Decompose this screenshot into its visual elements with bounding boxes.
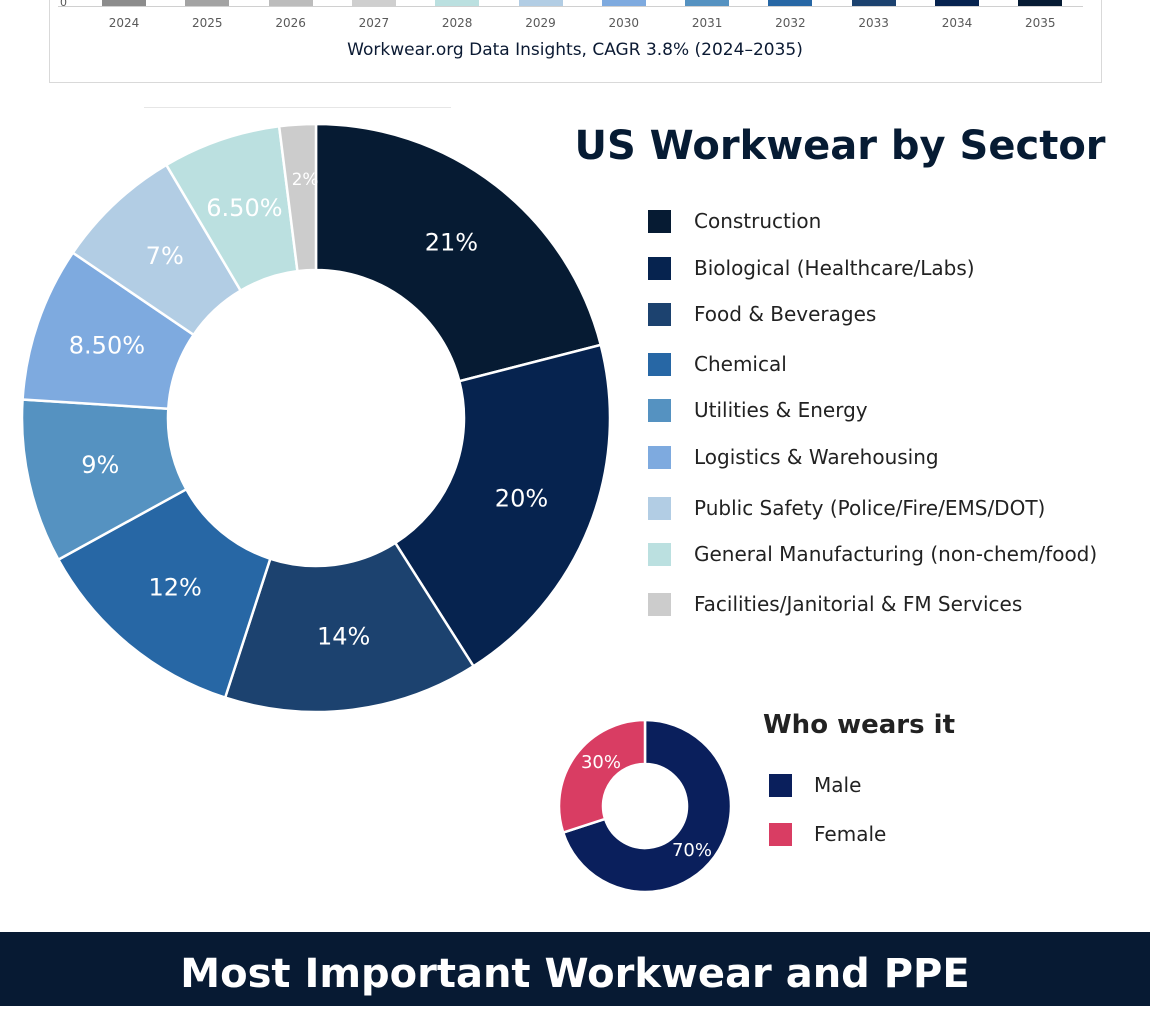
bar (102, 0, 146, 6)
legend-label: Male (814, 773, 862, 797)
legend-item: Male (769, 773, 861, 797)
donut-slice (223, 541, 476, 714)
bar-chart: 2024 2025 2026 2027 2028 2029 2030 2031 2032 2033… (0, 0, 1150, 40)
legend-item: Biological (Healthcare/Labs) (648, 256, 975, 280)
donut-slice (277, 122, 318, 273)
bar-chart-frame (49, 0, 1102, 83)
bar (518, 0, 563, 6)
bar (435, 0, 480, 6)
legend-label: Food & Beverages (694, 302, 877, 326)
legend-swatch (648, 256, 671, 280)
legend-label: Public Safety (Police/Fire/EMS/DOT) (694, 496, 1046, 520)
legend-swatch (648, 496, 671, 520)
gender-donut-chart: 70% 30% (557, 718, 733, 894)
legend-swatch (769, 773, 792, 797)
legend-swatch (648, 302, 671, 326)
x-tick-label: 2026 (275, 16, 306, 30)
legend-label: Logistics & Warehousing (694, 445, 939, 469)
gender-chart-title: Who wears it (763, 710, 955, 740)
sector-chart-title: US Workwear by Sector (574, 123, 1106, 169)
data-label: 2% (292, 169, 319, 189)
x-tick-label: 2034 (941, 16, 973, 30)
legend-label: Utilities & Energy (694, 398, 868, 422)
data-label: 70% (672, 840, 712, 861)
bar (601, 0, 646, 6)
legend-item: Public Safety (Police/Fire/EMS/DOT) (648, 496, 1045, 520)
data-label: 12% (148, 573, 201, 601)
donut-slice (393, 343, 612, 668)
x-tick-label: 2032 (775, 16, 806, 30)
legend-swatch (648, 445, 671, 469)
legend-item: Chemical (648, 352, 787, 376)
legend-swatch (648, 209, 671, 233)
sector-donut-chart: 21% 20% 14% 12% 9% 8.50% 7% 6.50% 2% (20, 122, 612, 714)
donut-slice (561, 718, 733, 894)
legend-label: General Manufacturing (non-chem/food) (694, 542, 1098, 566)
legend-label: Construction (694, 209, 822, 233)
x-tick-label: 2035 (1025, 16, 1056, 30)
legend-item: Construction (648, 209, 821, 233)
legend-item: Female (769, 822, 886, 846)
legend-label: Biological (Healthcare/Labs) (694, 256, 975, 280)
bar (351, 0, 396, 6)
data-label: 7% (146, 242, 184, 270)
bar-chart-caption: Workwear.org Data Insights, CAGR 3.8% (2… (347, 40, 803, 60)
legend-item: Utilities & Energy (648, 398, 868, 422)
legend-swatch (648, 592, 671, 616)
x-tick-label: 2028 (441, 16, 473, 30)
x-axis-line (58, 6, 1083, 7)
legend-swatch (648, 398, 671, 422)
legend-item: Food & Beverages (648, 302, 876, 326)
x-tick-label: 2033 (858, 16, 889, 30)
donut-slice (557, 718, 647, 835)
legend-swatch (648, 542, 671, 566)
bar (185, 0, 230, 6)
legend-swatch (769, 822, 792, 846)
divider (144, 107, 451, 108)
data-label: 20% (495, 484, 548, 512)
x-tick-label: 2027 (358, 16, 390, 30)
x-tick-label: 2030 (608, 16, 640, 30)
legend-swatch (648, 352, 671, 376)
bar (1018, 0, 1063, 6)
footer-banner: Most Important Workwear and PPE (0, 932, 1150, 1006)
x-tick-label: 2025 (192, 16, 223, 30)
data-label: 6.50% (206, 194, 282, 222)
x-tick-label: 2024 (108, 16, 140, 30)
legend-label: Facilities/Janitorial & FM Services (694, 592, 1023, 616)
data-label: 9% (81, 451, 119, 479)
data-label: 14% (317, 622, 370, 650)
data-label: 30% (581, 752, 621, 773)
x-tick-label: 2031 (691, 16, 723, 30)
bar (851, 0, 896, 6)
legend-item: Facilities/Janitorial & FM Services (648, 592, 1022, 616)
donut-slice (314, 122, 603, 383)
legend-label: Female (814, 822, 887, 846)
data-label: 21% (425, 228, 478, 256)
data-label: 8.50% (69, 331, 145, 359)
bar (935, 0, 979, 6)
legend-item: General Manufacturing (non-chem/food) (648, 542, 1097, 566)
legend-item: Logistics & Warehousing (648, 445, 939, 469)
bar (268, 0, 313, 6)
bar (768, 0, 813, 6)
y-tick-label: 0 (60, 0, 67, 9)
bar (685, 0, 730, 6)
x-tick-label: 2029 (525, 16, 556, 30)
legend-label: Chemical (694, 352, 787, 376)
